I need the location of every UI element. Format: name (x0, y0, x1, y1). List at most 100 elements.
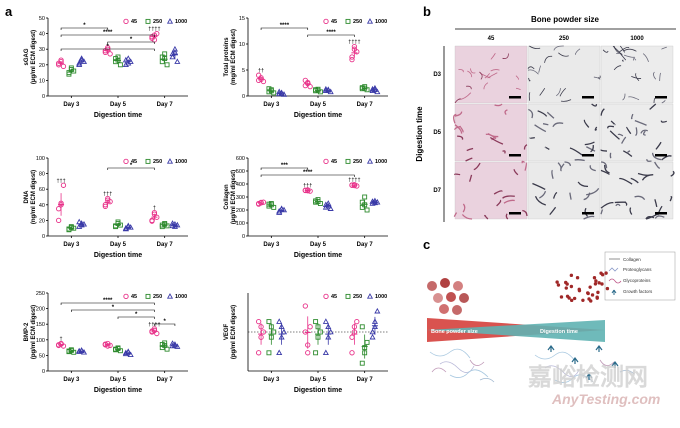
data-point (76, 61, 83, 68)
data-point (351, 324, 358, 330)
data-point (162, 56, 168, 62)
data-point (307, 324, 313, 330)
y-tick-label: 40 (39, 203, 45, 209)
schematic-legend-box (604, 251, 676, 301)
legend-marker-45 (123, 158, 129, 165)
watermark-en: AnyTesting.com (551, 391, 660, 407)
legend-marker-1000 (166, 158, 174, 164)
chart-bmp2: 0 50 100 150 200 250 Day 3 Day 5 Day 7 Digestion … (24, 291, 188, 394)
significance-bracket (60, 34, 155, 37)
x-tick-label: Day 7 (357, 377, 374, 383)
y-tick-label: 100 (36, 338, 45, 344)
digestion-time-wedge (427, 320, 605, 342)
data-point (122, 61, 129, 68)
x-tick-label: Day 3 (63, 377, 80, 383)
legend-marker-45 (323, 158, 329, 165)
data-point (305, 80, 311, 87)
x-tick-label: Day 7 (357, 242, 374, 248)
data-point (169, 50, 176, 57)
wedge-left-label: Bone powder size (431, 329, 478, 335)
data-point (80, 348, 88, 355)
significance-bracket (107, 41, 155, 44)
x-tick-label: Day 5 (110, 242, 127, 248)
data-point (302, 329, 308, 335)
x-tick-label: Day 5 (310, 377, 327, 383)
data-point (351, 182, 358, 189)
micrograph-d7-250 (527, 161, 601, 220)
y-axis-unit: (pg/ml ECM digest) (31, 305, 37, 359)
data-point (171, 45, 178, 52)
chart-vegf: Day 3 Day 5 Day 7 Digestion time VEGF (pg/ml … (224, 293, 388, 394)
x-axis-label: Digestion time (294, 387, 342, 394)
data-point (351, 329, 358, 335)
data-point (313, 319, 319, 325)
data-point (162, 221, 168, 226)
dagger-label: ††† (103, 192, 112, 198)
legend-label: 250 (153, 19, 162, 25)
data-point (80, 58, 88, 64)
data-point (127, 58, 134, 64)
legend-label: 45 (131, 294, 137, 300)
data-point (278, 206, 285, 212)
glycoprotein-key-icon (608, 278, 622, 284)
data-point (169, 340, 176, 346)
y-tick-label: 0 (242, 94, 245, 100)
significance-label: *** (281, 163, 289, 169)
data-point (349, 350, 355, 356)
data-point (117, 62, 123, 68)
x-tick-label: Day 7 (157, 242, 174, 248)
x-axis-label: Digestion time (294, 112, 342, 119)
column-label-250: 250 (559, 36, 570, 42)
data-point (127, 351, 134, 358)
data-point (349, 54, 355, 60)
y-tick-label: 600 (236, 156, 245, 162)
data-point (58, 202, 64, 208)
data-point (78, 56, 85, 63)
wedge-right-label: Digestion time (540, 329, 578, 335)
y-tick-label: 0 (242, 234, 245, 240)
legend-marker-45 (323, 18, 329, 25)
data-point (60, 63, 67, 70)
data-point (362, 345, 368, 351)
data-point (276, 209, 283, 215)
significance-label: * (112, 305, 115, 311)
legend-label: 45 (131, 159, 137, 165)
data-point (125, 222, 132, 229)
data-point (260, 329, 267, 335)
significance-bracket (60, 48, 155, 51)
data-point (349, 182, 355, 188)
y-tick-label: 80 (39, 172, 45, 178)
data-point (58, 57, 64, 63)
data-point (359, 360, 365, 366)
growth-factor-key-icon (611, 289, 617, 295)
data-point (268, 324, 274, 330)
data-point (307, 188, 313, 194)
y-tick-label: 50 (39, 16, 45, 22)
micrograph-d7-45 (453, 160, 528, 220)
data-point (105, 197, 111, 203)
data-point (322, 349, 329, 356)
data-point (322, 201, 329, 208)
legend-marker-250 (345, 158, 351, 164)
data-point (258, 76, 264, 83)
y-tick-label: 50 (39, 353, 45, 359)
y-tick-label: 0 (42, 94, 45, 100)
y-axis-label: Collagen (224, 184, 230, 210)
legend-label: 1000 (175, 159, 187, 165)
y-tick-label: 0 (42, 369, 45, 375)
y-tick-label: 40 (39, 32, 45, 38)
scale-bar (509, 212, 521, 215)
data-point (256, 350, 262, 356)
data-point (122, 225, 129, 232)
y-axis-label: BMP-2 (24, 322, 30, 341)
data-point (122, 56, 129, 63)
data-point (371, 323, 378, 330)
data-point (371, 199, 378, 206)
y-tick-label: 20 (39, 63, 45, 69)
data-point (317, 329, 323, 335)
data-point (371, 86, 378, 93)
data-point (325, 200, 332, 206)
significance-bracket (307, 34, 355, 37)
data-point (60, 182, 67, 188)
